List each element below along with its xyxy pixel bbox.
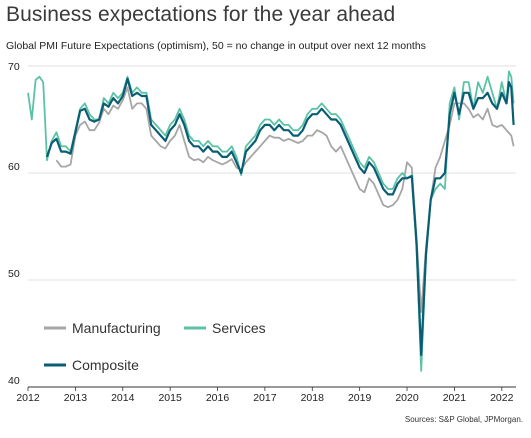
x-tick-label: 2014 <box>111 392 135 404</box>
y-tick-label: 60 <box>8 161 20 173</box>
x-tick-label: 2021 <box>443 392 467 404</box>
x-tick-label: 2019 <box>348 392 372 404</box>
series-line-composite <box>45 77 515 356</box>
legend-label-composite: Composite <box>72 357 139 373</box>
chart-title: Business expectations for the year ahead <box>6 3 396 26</box>
x-tick-label: 2018 <box>301 392 325 404</box>
x-axis-ticks: 2012 2013 2014 2015 2016 2017 2018 2019 2020 2021… <box>16 387 514 404</box>
x-tick-label: 2016 <box>206 392 230 404</box>
series-line-manufacturing <box>55 86 515 313</box>
y-tick-label: 40 <box>8 375 20 387</box>
x-tick-label: 2013 <box>64 392 88 404</box>
y-axis-ticks: 40 50 60 70 <box>8 61 20 387</box>
series-lines <box>27 70 515 372</box>
y-tick-label: 70 <box>8 61 20 73</box>
chart-subtitle: Global PMI Future Expectations (optimism… <box>6 40 426 52</box>
legend-label-manufacturing: Manufacturing <box>72 320 161 336</box>
y-tick-label: 50 <box>8 268 20 280</box>
x-tick-label: 2017 <box>253 392 277 404</box>
legend: Manufacturing Services Composite <box>44 320 266 373</box>
x-tick-label: 2022 <box>490 392 514 404</box>
x-tick-label: 2015 <box>158 392 182 404</box>
x-tick-label: 2020 <box>395 392 419 404</box>
x-tick-label: 2012 <box>16 392 40 404</box>
source-note: Sources: S&P Global, JPMorgan. <box>404 415 523 424</box>
series-line-services <box>27 70 515 372</box>
legend-label-services: Services <box>212 320 266 336</box>
